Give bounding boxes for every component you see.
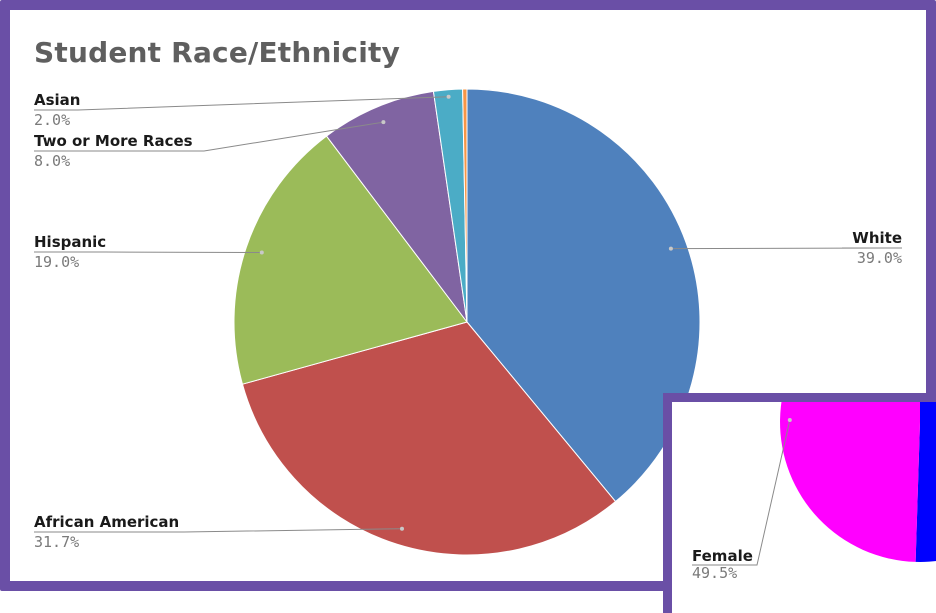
value-asian: 2.0%: [34, 111, 70, 129]
race-slice-slice-5: [462, 88, 468, 323]
value-female: 49.5%: [692, 564, 737, 582]
gender-inset-panel: Female 49.5%: [663, 393, 936, 613]
leader-dot-white: [668, 246, 673, 251]
label-white: White: [852, 229, 902, 247]
leader-dot-asian: [446, 94, 451, 99]
race-slice-african-american: [241, 321, 617, 556]
chart-title: Student Race/Ethnicity: [34, 36, 401, 69]
gender-slice-female: [780, 402, 920, 562]
value-white: 39.0%: [857, 249, 902, 267]
leader-dot-african-american: [400, 526, 404, 531]
race-slice-hispanic: [233, 135, 468, 385]
value-african-american: 31.7%: [34, 533, 79, 551]
leader-line-african-american: [34, 528, 403, 533]
leader-line-female: [692, 419, 791, 566]
leader-line-hispanic: [34, 251, 262, 253]
leader-dot-hispanic: [259, 250, 264, 255]
label-female: Female: [692, 547, 753, 565]
label-asian: Asian: [34, 91, 80, 109]
leader-line-two-or-more-races: [34, 121, 384, 152]
race-slice-two-or-more-races: [325, 90, 468, 323]
leader-dot-female: [787, 418, 792, 422]
label-hispanic: Hispanic: [34, 233, 106, 251]
label-two-or-more-races: Two or More Races: [34, 132, 193, 150]
race-ethnicity-pie-chart: White 39.0% African American 31.7% Hispanic 1…: [34, 88, 903, 556]
label-african-american: African American: [34, 513, 179, 531]
value-hispanic: 19.0%: [34, 253, 79, 271]
gender-slice-male: [915, 402, 936, 562]
value-two-or-more-races: 8.0%: [34, 152, 70, 170]
leader-line-asian: [34, 96, 449, 111]
leader-dot-two-or-more-races: [381, 120, 386, 125]
